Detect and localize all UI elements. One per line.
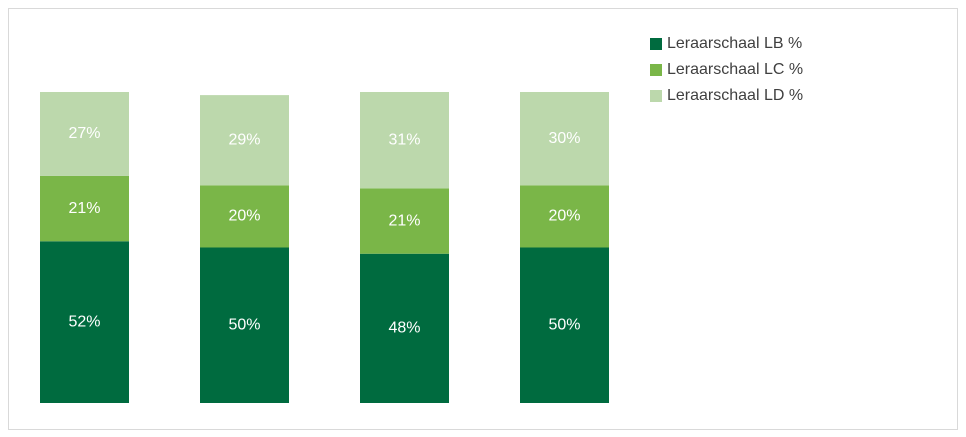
chart-frame [8, 8, 958, 430]
legend-label: Leraarschaal LD % [667, 87, 803, 104]
bar-segment [360, 92, 449, 189]
bar-segment [360, 188, 449, 254]
bar-segment [200, 185, 289, 248]
bar-segment [360, 253, 449, 403]
data-label: 20% [228, 208, 260, 225]
bar-segment [520, 247, 609, 403]
legend-swatch [650, 64, 662, 76]
data-label: 30% [548, 130, 580, 147]
legend-label: Leraarschaal LC % [667, 61, 803, 78]
bar-segment [40, 241, 129, 403]
legend-label: Leraarschaal LB % [667, 35, 802, 52]
data-label: 50% [548, 316, 580, 333]
data-label: 29% [228, 131, 260, 148]
data-label: 21% [68, 200, 100, 217]
data-label: 21% [388, 212, 420, 229]
legend-swatch [650, 90, 662, 102]
data-label: 27% [68, 125, 100, 142]
bar-segment [40, 92, 129, 176]
bar-segment [40, 175, 129, 242]
data-label: 52% [68, 313, 100, 330]
data-label: 31% [388, 131, 420, 148]
data-label: 20% [548, 208, 580, 225]
bar-segment [200, 247, 289, 403]
legend-swatch [650, 38, 662, 50]
bar-segment [200, 95, 289, 186]
bar-segment [520, 92, 609, 186]
data-label: 50% [228, 316, 260, 333]
data-label: 48% [388, 320, 420, 337]
bar-segment [520, 185, 609, 248]
